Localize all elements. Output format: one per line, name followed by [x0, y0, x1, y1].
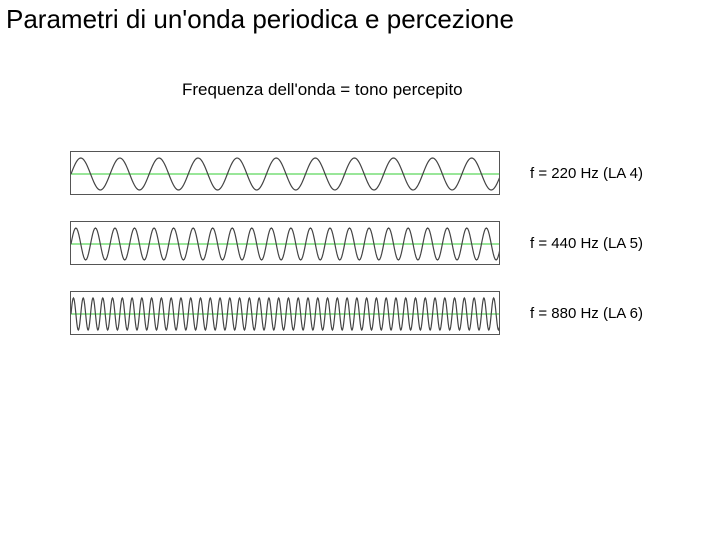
wave-box: [70, 151, 500, 195]
wave-row: f = 220 Hz (LA 4): [70, 150, 650, 196]
wave-label: f = 220 Hz (LA 4): [530, 165, 643, 182]
wave-list: f = 220 Hz (LA 4) f = 440 Hz (LA 5) f = …: [70, 150, 650, 360]
page-subtitle: Frequenza dell'onda = tono percepito: [182, 80, 463, 100]
wave-label: f = 880 Hz (LA 6): [530, 305, 643, 322]
wave-svg: [71, 292, 500, 335]
wave-box: [70, 291, 500, 335]
wave-svg: [71, 152, 500, 195]
wave-svg: [71, 222, 500, 265]
slide: Parametri di un'onda periodica e percezi…: [0, 0, 720, 540]
wave-label: f = 440 Hz (LA 5): [530, 235, 643, 252]
wave-row: f = 440 Hz (LA 5): [70, 220, 650, 266]
wave-row: f = 880 Hz (LA 6): [70, 290, 650, 336]
page-title: Parametri di un'onda periodica e percezi…: [6, 4, 514, 35]
wave-box: [70, 221, 500, 265]
